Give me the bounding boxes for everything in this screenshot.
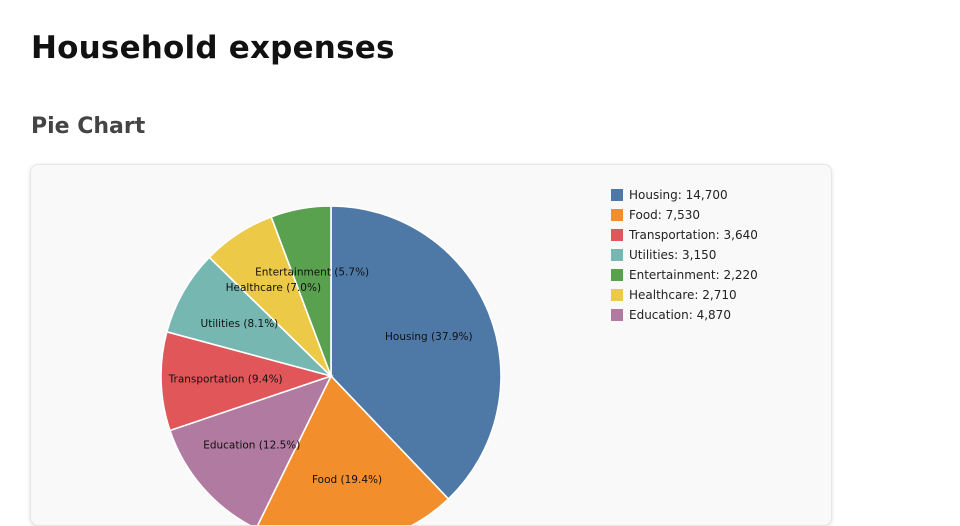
legend-item-food[interactable]: Food: 7,530: [611, 205, 758, 225]
legend-item-transportation[interactable]: Transportation: 3,640: [611, 225, 758, 245]
chart-card: Housing (37.9%) Food (19.4%) Education (12…: [30, 164, 832, 526]
slice-label-housing: Housing (37.9%): [385, 331, 473, 343]
page-title: Household expenses: [31, 30, 395, 66]
legend-label-entertainment: Entertainment: 2,220: [629, 268, 758, 282]
slice-label-food: Food (19.4%): [312, 474, 382, 486]
legend-swatch-food: [611, 209, 623, 221]
legend-swatch-utilities: [611, 249, 623, 261]
pie-slices: [160, 205, 502, 525]
section-title: Pie Chart: [31, 114, 146, 139]
legend-swatch-housing: [611, 189, 623, 201]
legend-swatch-education: [611, 309, 623, 321]
slice-label-transportation: Transportation (9.4%): [168, 373, 283, 385]
slice-label-entertainment: Entertainment (5.7%): [255, 266, 369, 278]
legend-item-education[interactable]: Education: 4,870: [611, 305, 758, 325]
pie-chart: Housing (37.9%) Food (19.4%) Education (12…: [160, 205, 502, 525]
legend-label-food: Food: 7,530: [629, 208, 700, 222]
legend-item-entertainment[interactable]: Entertainment: 2,220: [611, 265, 758, 285]
legend-swatch-entertainment: [611, 269, 623, 281]
legend-label-utilities: Utilities: 3,150: [629, 248, 717, 262]
slice-label-healthcare: Healthcare (7.0%): [226, 282, 321, 294]
pie-slice-housing[interactable]: [330, 205, 502, 501]
legend-label-transportation: Transportation: 3,640: [629, 228, 758, 242]
pie-labels: Housing (37.9%) Food (19.4%) Education (12…: [168, 266, 473, 486]
pie-slice-entertainment[interactable]: [270, 205, 332, 377]
legend-label-healthcare: Healthcare: 2,710: [629, 288, 737, 302]
legend-item-healthcare[interactable]: Healthcare: 2,710: [611, 285, 758, 305]
slice-label-utilities: Utilities (8.1%): [201, 318, 279, 330]
pie-slice-transportation[interactable]: [160, 330, 334, 432]
slice-label-education: Education (12.5%): [203, 440, 300, 452]
legend-item-housing[interactable]: Housing: 14,700: [611, 185, 758, 205]
legend-label-education: Education: 4,870: [629, 308, 731, 322]
legend-label-housing: Housing: 14,700: [629, 188, 728, 202]
legend-swatch-healthcare: [611, 289, 623, 301]
chart-legend: Housing: 14,700 Food: 7,530 Transportation…: [611, 185, 758, 325]
legend-swatch-transportation: [611, 229, 623, 241]
legend-item-utilities[interactable]: Utilities: 3,150: [611, 245, 758, 265]
